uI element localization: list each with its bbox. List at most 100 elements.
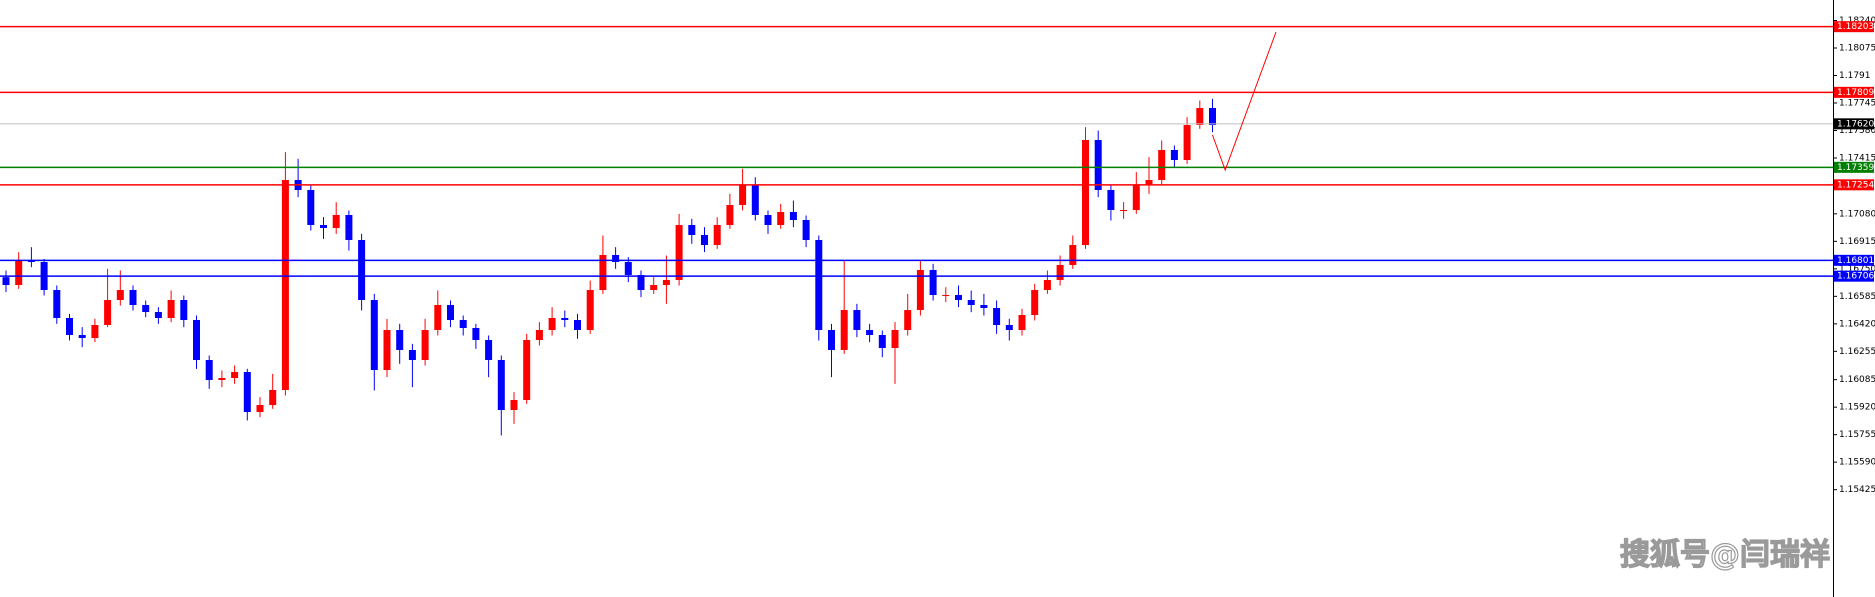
candle-body bbox=[777, 212, 785, 225]
level-label: 1.17359 bbox=[1837, 163, 1874, 173]
y-tick-label: 1.18075 bbox=[1839, 44, 1875, 54]
candle-body bbox=[332, 215, 340, 228]
candle-body bbox=[256, 405, 264, 412]
candle-body bbox=[650, 285, 658, 290]
candle-body bbox=[510, 400, 518, 410]
y-tick-label: 1.16085 bbox=[1839, 375, 1875, 385]
projection-line bbox=[1212, 31, 1277, 172]
candle-body bbox=[408, 350, 416, 360]
y-tick-label: 1.15590 bbox=[1839, 458, 1875, 468]
candle-body bbox=[66, 318, 73, 335]
candle-body bbox=[599, 255, 607, 290]
candle-body bbox=[2, 277, 10, 285]
candle-body bbox=[383, 330, 391, 370]
level-label: 1.16801 bbox=[1837, 256, 1874, 266]
candle-body bbox=[485, 340, 493, 360]
candle-body bbox=[612, 255, 620, 262]
candle-body bbox=[1183, 125, 1191, 160]
y-tick-label: 1.1791 bbox=[1839, 71, 1871, 81]
candle-body bbox=[53, 290, 61, 318]
candle-body bbox=[980, 305, 988, 308]
candle-body bbox=[904, 310, 912, 330]
candle-body bbox=[218, 378, 226, 380]
level-label: 1.16706 bbox=[1837, 272, 1874, 282]
y-tick-label: 1.16255 bbox=[1839, 347, 1875, 357]
candle-body bbox=[104, 300, 112, 325]
candle-body bbox=[942, 295, 950, 296]
y-tick-label: 1.15920 bbox=[1839, 403, 1875, 413]
candle-body bbox=[523, 340, 531, 400]
candle-body bbox=[396, 330, 404, 350]
candle-body bbox=[1031, 290, 1039, 315]
y-tick-label: 1.17580 bbox=[1839, 126, 1875, 136]
candle-body bbox=[1082, 140, 1089, 245]
candle-body bbox=[154, 312, 162, 318]
y-tick-label: 1.17080 bbox=[1839, 209, 1875, 219]
candle-body bbox=[447, 305, 454, 320]
candle-body bbox=[1145, 180, 1153, 185]
candle-body bbox=[662, 280, 670, 285]
candle-body bbox=[497, 360, 505, 410]
candle-body bbox=[751, 185, 759, 215]
candle-body bbox=[535, 330, 543, 340]
candle-body bbox=[129, 290, 137, 305]
level-label-box bbox=[1834, 161, 1874, 173]
candle-body bbox=[91, 325, 99, 338]
candle-body bbox=[815, 240, 823, 330]
candle-body bbox=[345, 215, 353, 240]
candle-body bbox=[916, 270, 924, 310]
candle-body bbox=[205, 360, 213, 380]
candle-body bbox=[828, 330, 835, 350]
candle-body bbox=[1209, 108, 1216, 125]
candle-body bbox=[1094, 140, 1102, 190]
candle-body bbox=[1170, 150, 1178, 160]
candle-body bbox=[878, 335, 886, 348]
candle-body bbox=[764, 215, 772, 225]
candle-body bbox=[243, 372, 251, 412]
candle-body bbox=[472, 328, 480, 340]
candle-body bbox=[891, 330, 899, 348]
candle-body bbox=[548, 318, 556, 330]
candle-body bbox=[701, 235, 708, 245]
candle-body bbox=[78, 335, 86, 338]
level-label-box bbox=[1834, 21, 1874, 33]
candle-body bbox=[1018, 315, 1026, 330]
candle-body bbox=[1069, 245, 1077, 265]
candle-body bbox=[320, 225, 327, 228]
candle-body bbox=[789, 212, 797, 220]
watermark: 搜狐号@闫瑞祥 bbox=[1620, 538, 1830, 573]
candle-body bbox=[231, 372, 239, 378]
level-label-box bbox=[1834, 118, 1874, 130]
candle-body bbox=[1196, 108, 1204, 125]
y-tick-label: 1.16420 bbox=[1839, 319, 1875, 329]
y-tick-label: 1.16585 bbox=[1839, 292, 1875, 302]
candle-body bbox=[269, 390, 277, 405]
level-label: 1.17809 bbox=[1837, 88, 1874, 98]
candle-body bbox=[1107, 190, 1115, 210]
candle-body bbox=[688, 225, 696, 235]
y-tick-label: 1.16915 bbox=[1839, 237, 1875, 247]
candle-body bbox=[713, 225, 721, 245]
candle-body bbox=[726, 205, 734, 225]
candle-body bbox=[180, 300, 188, 320]
candle-body bbox=[281, 180, 289, 390]
candle-body bbox=[370, 300, 378, 370]
level-label-box bbox=[1834, 86, 1874, 98]
candle-body bbox=[739, 185, 747, 205]
candle-body bbox=[840, 310, 848, 350]
level-label: 1.18203 bbox=[1837, 22, 1874, 32]
candle-body bbox=[193, 320, 200, 360]
candle-body bbox=[307, 190, 315, 225]
y-tick-label: 1.17745 bbox=[1839, 99, 1875, 109]
y-tick-label: 1.16750 bbox=[1839, 264, 1875, 274]
candle-body bbox=[675, 225, 683, 280]
candle-body bbox=[624, 262, 632, 275]
level-label-box bbox=[1834, 270, 1874, 282]
candle-body bbox=[955, 295, 962, 300]
level-label: 1.17254 bbox=[1837, 180, 1874, 190]
candle-body bbox=[15, 260, 23, 285]
candle-body bbox=[434, 305, 442, 330]
candle-body bbox=[358, 240, 366, 300]
